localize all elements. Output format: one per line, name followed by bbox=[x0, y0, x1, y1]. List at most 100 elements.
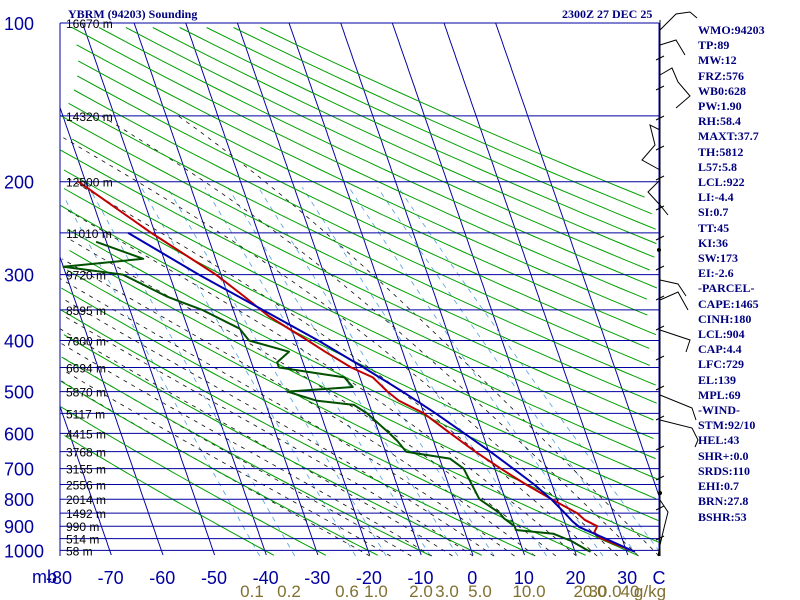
isotherm-line bbox=[59, 406, 112, 556]
isotherm-line bbox=[185, 22, 371, 556]
moist-adiabat-line bbox=[177, 115, 660, 557]
isotherm-line bbox=[495, 22, 660, 498]
index-item: TP:89 bbox=[698, 38, 730, 53]
pressure-tick-label: 600 bbox=[4, 424, 34, 444]
index-item: BRN:27.8 bbox=[698, 494, 749, 509]
index-item: MAXT:37.7 bbox=[698, 129, 759, 144]
temperature-tick-label: -30 bbox=[304, 568, 330, 588]
wind-tick bbox=[655, 145, 665, 151]
height-label: 14320 m bbox=[66, 110, 113, 124]
dry-adiabat-line bbox=[73, 89, 650, 366]
wind-barb bbox=[641, 124, 661, 171]
index-item: HEL:43 bbox=[698, 433, 740, 448]
wind-barb bbox=[659, 291, 689, 311]
height-label: 4415 m bbox=[66, 427, 106, 441]
index-item: SHR+:0.0 bbox=[698, 448, 749, 463]
index-item: SI:0.7 bbox=[698, 205, 729, 220]
dry-adiabat-line bbox=[68, 102, 656, 386]
wind-tick bbox=[655, 85, 665, 91]
index-item: RH:58.4 bbox=[698, 114, 741, 129]
height-label: 58 m bbox=[66, 544, 93, 558]
height-label: 990 m bbox=[66, 520, 99, 534]
moist-adiabat-line bbox=[101, 115, 639, 557]
wind-tick bbox=[655, 55, 665, 61]
index-item: TT:45 bbox=[698, 220, 730, 235]
height-label: 7600 m bbox=[66, 334, 106, 348]
moist-adiabat-line bbox=[66, 237, 557, 557]
index-item: MW:12 bbox=[698, 53, 737, 68]
wind-tick bbox=[655, 325, 665, 331]
moist-adiabat-line bbox=[64, 299, 495, 557]
dry-adiabat-line bbox=[60, 115, 657, 404]
wind-barb bbox=[659, 11, 698, 31]
index-item: EL:139 bbox=[698, 372, 737, 387]
sounding-title: YBRM (94203) Sounding bbox=[68, 7, 198, 21]
index-item: EI:-2.6 bbox=[698, 266, 734, 281]
wind-barb bbox=[659, 394, 697, 421]
mixing-ratio-label: 30.0 bbox=[588, 582, 621, 600]
parcel-profile bbox=[127, 232, 636, 553]
index-item: TH:5812 bbox=[698, 144, 744, 159]
wind-barb bbox=[659, 67, 691, 109]
isotherm-line bbox=[443, 22, 629, 556]
mixing-ratio-label: 2.0 bbox=[409, 582, 433, 600]
index-item: WB0:628 bbox=[698, 83, 746, 98]
mixing-ratio-label: 5.0 bbox=[468, 582, 492, 600]
mixing-ratio-line bbox=[301, 187, 548, 557]
height-label: 16670 m bbox=[66, 17, 113, 31]
height-label: 3155 m bbox=[66, 463, 106, 477]
wind-profile bbox=[641, 11, 699, 557]
isotherm-line bbox=[236, 22, 422, 556]
temperature-tick-label: 10 bbox=[514, 568, 534, 588]
wind-tick bbox=[655, 415, 665, 421]
wind-barb bbox=[659, 39, 686, 56]
dry-adiabat-line bbox=[98, 27, 658, 289]
dry-adiabat-line bbox=[63, 188, 659, 480]
wind-tick bbox=[655, 235, 665, 241]
wind-tick bbox=[655, 505, 665, 511]
wind-barb bbox=[659, 419, 699, 448]
isotherm-line bbox=[59, 256, 164, 556]
moist-adiabat-line bbox=[64, 316, 474, 557]
pressure-unit-label: mb bbox=[32, 567, 57, 587]
wind-marker bbox=[658, 491, 662, 495]
height-label: 5870 m bbox=[66, 386, 106, 400]
height-label: 1492 m bbox=[66, 507, 106, 521]
temperature-tick-label: -50 bbox=[201, 568, 227, 588]
index-item: -PARCEL- bbox=[698, 281, 755, 296]
dry-adiabat-line bbox=[233, 27, 652, 215]
index-item: KI:36 bbox=[698, 235, 728, 250]
temperature-profile bbox=[77, 180, 636, 553]
dry-adiabat-line bbox=[152, 27, 655, 258]
index-item: WMO:94203 bbox=[698, 23, 765, 37]
wind-tick bbox=[655, 385, 665, 391]
wind-barb bbox=[659, 279, 687, 297]
pressure-tick-label: 900 bbox=[4, 517, 34, 537]
dry-adiabat-line bbox=[60, 287, 586, 556]
mixing-ratio-label: g/kg bbox=[634, 582, 666, 600]
dry-adiabat-line bbox=[60, 309, 534, 556]
dry-adiabat-line bbox=[125, 27, 650, 271]
mixing-ratio-line bbox=[140, 187, 356, 557]
wind-tick bbox=[655, 265, 665, 271]
dry-adiabat-line bbox=[76, 44, 648, 316]
index-item: LCL:904 bbox=[698, 327, 745, 342]
index-item: SW:173 bbox=[698, 251, 739, 266]
index-item: -WIND- bbox=[698, 403, 740, 418]
dewpoint-profile bbox=[62, 240, 591, 553]
index-item: BSHR:53 bbox=[698, 509, 747, 524]
height-label: 3768 m bbox=[66, 446, 106, 460]
mixing-ratio-label: 0.2 bbox=[277, 582, 301, 600]
wind-tick bbox=[655, 355, 665, 361]
temperature-tick-label: -40 bbox=[253, 568, 279, 588]
height-label: 514 m bbox=[66, 533, 99, 547]
dry-adiabat-line bbox=[64, 435, 275, 556]
index-item: FRZ:576 bbox=[698, 68, 744, 83]
mixing-ratio-label: 10.0 bbox=[512, 582, 545, 600]
wind-tick bbox=[655, 205, 665, 211]
wind-barb bbox=[659, 329, 691, 353]
mixing-ratio-label: 0.6 bbox=[335, 582, 359, 600]
